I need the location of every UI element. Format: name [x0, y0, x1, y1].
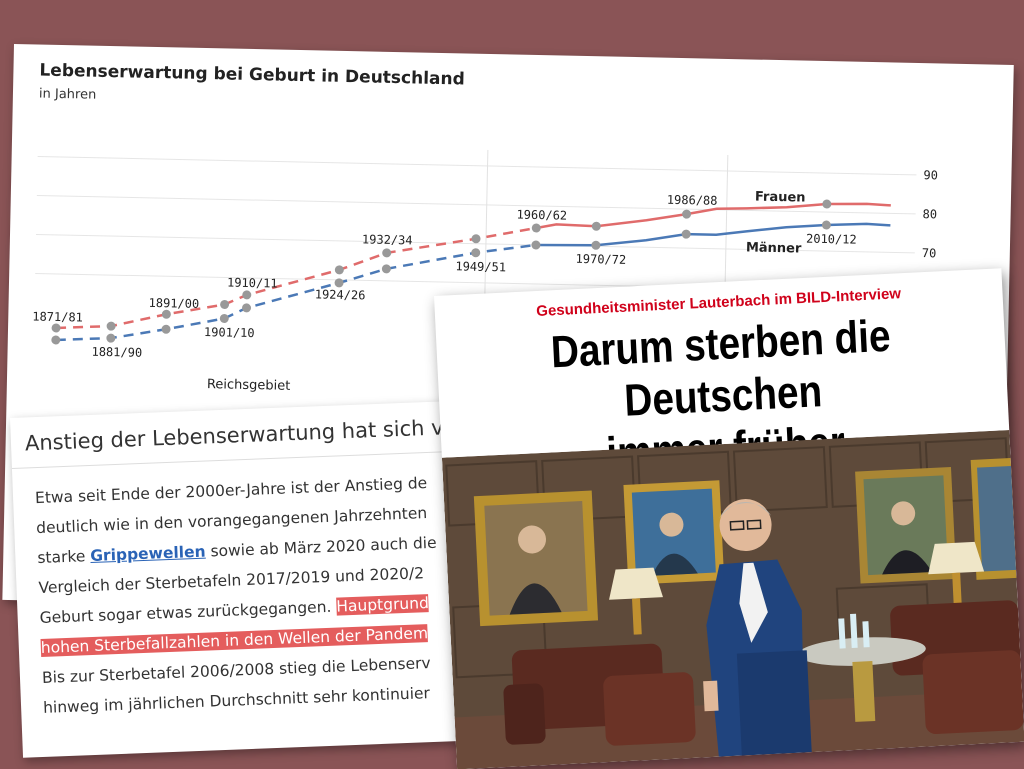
point-women-1932: [382, 248, 392, 258]
grippewellen-link[interactable]: Grippewellen: [89, 542, 206, 566]
table-lamp-left: [609, 567, 663, 635]
point-women-1891: [161, 309, 171, 319]
gridline-70: [36, 234, 915, 254]
region-label-reichsgebiet: Reichsgebiet: [207, 377, 291, 394]
label-1901-10: 1901/10: [204, 325, 255, 340]
series-label-men: Männer: [746, 240, 802, 256]
article-line-3-post: sowie ab März 2020 auch die: [205, 533, 437, 561]
women-line-solid: [536, 202, 891, 230]
round-table: [797, 613, 926, 722]
label-1970-72: 1970/72: [575, 252, 626, 267]
y-tick-80: 80: [922, 207, 937, 221]
leather-sofa-left: [503, 643, 696, 746]
gridline-80: [36, 195, 916, 215]
article-text-card: Anstieg der Lebenserwartung hat sich v E…: [10, 399, 493, 758]
men-line-solid: [535, 222, 891, 247]
point-women-1871: [51, 323, 61, 333]
gridline-90: [37, 156, 917, 176]
label-1986-88: 1986/88: [667, 193, 718, 208]
portrait-painting-center: [623, 480, 725, 585]
point-men-1949: [471, 248, 481, 258]
point-women-1986: [682, 209, 692, 219]
label-1871-81: 1871/81: [32, 309, 83, 324]
label-1932-34: 1932/34: [362, 232, 413, 247]
man-in-blue-suit: [703, 499, 812, 757]
point-women-1960: [531, 223, 541, 233]
label-1960-62: 1960/62: [516, 208, 567, 223]
point-men-1910: [242, 303, 252, 313]
y-tick-90: 90: [923, 168, 938, 182]
portrait-painting-right: [855, 466, 957, 584]
point-men-1901: [219, 313, 229, 323]
article-line-3-pre: starke: [37, 547, 91, 568]
point-women-1910: [242, 290, 252, 300]
label-1949-51: 1949/51: [455, 259, 506, 274]
point-women-2010: [822, 199, 832, 209]
label-2010-12: 2010/12: [806, 232, 857, 247]
point-women-1970: [591, 221, 601, 231]
label-1924-26: 1924/26: [315, 287, 366, 302]
point-men-1924: [334, 278, 344, 288]
article-heading: Anstieg der Lebenserwartung hat sich v: [24, 415, 444, 456]
point-men-1986: [681, 229, 691, 239]
point-women-1949: [471, 234, 481, 244]
article-body: Etwa seit Ende der 2000er-Jahre ist der …: [35, 459, 493, 723]
point-men-1970: [591, 240, 601, 250]
point-men-1960: [531, 240, 541, 250]
point-men-1881: [106, 333, 116, 343]
series-label-women: Frauen: [755, 190, 806, 206]
portrait-painting-edge: [970, 458, 1017, 580]
point-women-1901: [220, 299, 230, 309]
y-tick-70: 70: [922, 246, 937, 260]
leather-sofa-right: [890, 600, 1024, 735]
point-men-1891: [161, 324, 171, 334]
interview-photo: [441, 430, 1024, 769]
label-1891-00: 1891/00: [148, 296, 199, 311]
point-men-1932: [381, 264, 391, 274]
label-1881-90: 1881/90: [91, 345, 142, 360]
data-points: [51, 199, 832, 345]
point-women-1924: [334, 265, 344, 275]
point-men-1871: [51, 335, 61, 345]
bild-article-card: Gesundheitsminister Lauterbach im BILD-I…: [434, 268, 1024, 769]
portrait-painting-left: [473, 490, 599, 627]
point-women-1881: [106, 321, 116, 331]
point-men-2010: [821, 220, 831, 230]
highlighted-text-hauptgrund: Hauptgrund: [335, 594, 430, 616]
label-1910-11: 1910/11: [227, 276, 278, 291]
